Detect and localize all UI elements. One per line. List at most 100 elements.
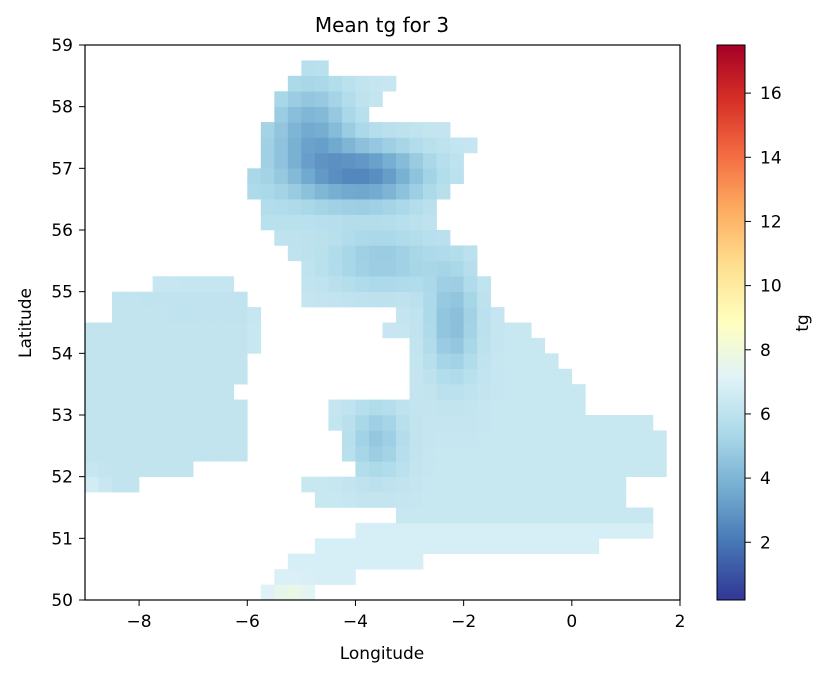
heatmap-cell xyxy=(301,260,316,277)
heatmap-cell xyxy=(98,399,113,416)
heatmap-cell xyxy=(463,492,478,508)
heatmap-cell xyxy=(490,538,505,555)
heatmap-cell xyxy=(260,152,275,169)
heatmap-cell xyxy=(463,260,478,277)
heatmap-cell xyxy=(314,106,329,123)
heatmap-cell xyxy=(463,445,478,462)
heatmap-cell xyxy=(314,214,329,231)
heatmap-cell xyxy=(193,307,207,323)
heatmap-cell xyxy=(517,337,532,354)
heatmap-cell xyxy=(85,399,99,416)
heatmap-cell xyxy=(166,430,180,447)
heatmap-cell xyxy=(477,522,491,539)
heatmap-cell xyxy=(98,384,113,400)
heatmap-cell xyxy=(450,399,464,416)
heatmap-cell xyxy=(450,337,464,354)
heatmap-cell xyxy=(571,445,586,462)
heatmap-cell xyxy=(490,445,505,462)
heatmap-cell xyxy=(436,168,451,185)
heatmap-cell xyxy=(558,368,573,385)
heatmap-cell xyxy=(423,476,437,493)
heatmap-cell xyxy=(368,415,383,431)
heatmap-cell xyxy=(652,430,667,447)
heatmap-cell xyxy=(504,384,519,400)
colorbar-tick-label: 16 xyxy=(760,84,782,104)
heatmap-cell xyxy=(450,476,464,493)
heatmap-cell xyxy=(450,245,464,262)
heatmap-cell xyxy=(233,337,248,354)
heatmap-cell xyxy=(166,415,180,431)
heatmap-cell xyxy=(287,152,302,169)
heatmap-cell xyxy=(341,106,356,123)
heatmap-cell xyxy=(139,322,153,339)
heatmap-cell xyxy=(504,415,519,431)
heatmap-cell xyxy=(436,122,451,138)
heatmap-cell xyxy=(463,307,478,323)
heatmap-cell xyxy=(571,399,586,416)
heatmap-cell xyxy=(504,399,519,416)
heatmap-cell xyxy=(463,461,478,477)
heatmap-cell xyxy=(355,538,370,555)
heatmap-cell xyxy=(450,276,464,292)
heatmap-cell xyxy=(85,337,99,354)
y-tick-label: 59 xyxy=(51,36,73,56)
heatmap-cell xyxy=(436,230,451,246)
heatmap-cell xyxy=(206,368,221,385)
heatmap-cell xyxy=(450,137,464,154)
heatmap-cell xyxy=(409,415,424,431)
heatmap-cell xyxy=(423,245,437,262)
heatmap-cell xyxy=(517,368,532,385)
heatmap-cell xyxy=(179,353,194,370)
heatmap-cell xyxy=(477,307,491,323)
heatmap-cell xyxy=(612,492,627,508)
heatmap-cell xyxy=(450,430,464,447)
heatmap-cell xyxy=(436,507,451,524)
heatmap-cell xyxy=(531,337,546,354)
heatmap-cell xyxy=(436,415,451,431)
heatmap-cell xyxy=(355,122,370,138)
heatmap-cell xyxy=(436,461,451,477)
heatmap-cell xyxy=(558,492,573,508)
heatmap-cell xyxy=(125,384,140,400)
heatmap-cell xyxy=(490,307,505,323)
heatmap-cell xyxy=(450,507,464,524)
heatmap-cell xyxy=(206,337,221,354)
heatmap-cell xyxy=(396,214,410,231)
heatmap-cell xyxy=(166,368,180,385)
heatmap-cell xyxy=(328,106,343,123)
heatmap-cell xyxy=(396,476,410,493)
heatmap-cell xyxy=(179,276,194,292)
heatmap-cell xyxy=(152,430,167,447)
colorbar-label: tg xyxy=(793,314,813,331)
heatmap-cell xyxy=(328,245,343,262)
heatmap-cell xyxy=(287,122,302,138)
heatmap-cell xyxy=(531,353,546,370)
heatmap-cell xyxy=(423,415,437,431)
heatmap-cell xyxy=(598,430,613,447)
heatmap-cell xyxy=(179,322,194,339)
heatmap-cell xyxy=(504,507,519,524)
heatmap-cell xyxy=(463,522,478,539)
heatmap-cell xyxy=(436,322,451,339)
y-tick-label: 58 xyxy=(51,98,73,118)
heatmap-cell xyxy=(341,75,356,92)
heatmap-cell xyxy=(409,137,424,154)
heatmap-cell xyxy=(152,337,167,354)
heatmap-cell xyxy=(382,553,397,570)
heatmap-cell xyxy=(463,430,478,447)
heatmap-cell xyxy=(477,461,491,477)
heatmap-cell xyxy=(477,492,491,508)
heatmap-cell xyxy=(98,368,113,385)
heatmap-cell xyxy=(585,445,600,462)
heatmap-cell xyxy=(328,183,343,200)
heatmap-cell xyxy=(220,368,235,385)
colorbar-tick-label: 8 xyxy=(760,341,771,361)
heatmap-cell xyxy=(652,445,667,462)
heatmap-cell xyxy=(341,214,356,231)
heatmap-cell xyxy=(112,415,126,431)
heatmap-cell xyxy=(328,260,343,277)
heatmap-cell xyxy=(396,245,410,262)
heatmap-cell xyxy=(396,553,410,570)
heatmap-cell xyxy=(112,291,126,308)
heatmap-cell xyxy=(436,476,451,493)
